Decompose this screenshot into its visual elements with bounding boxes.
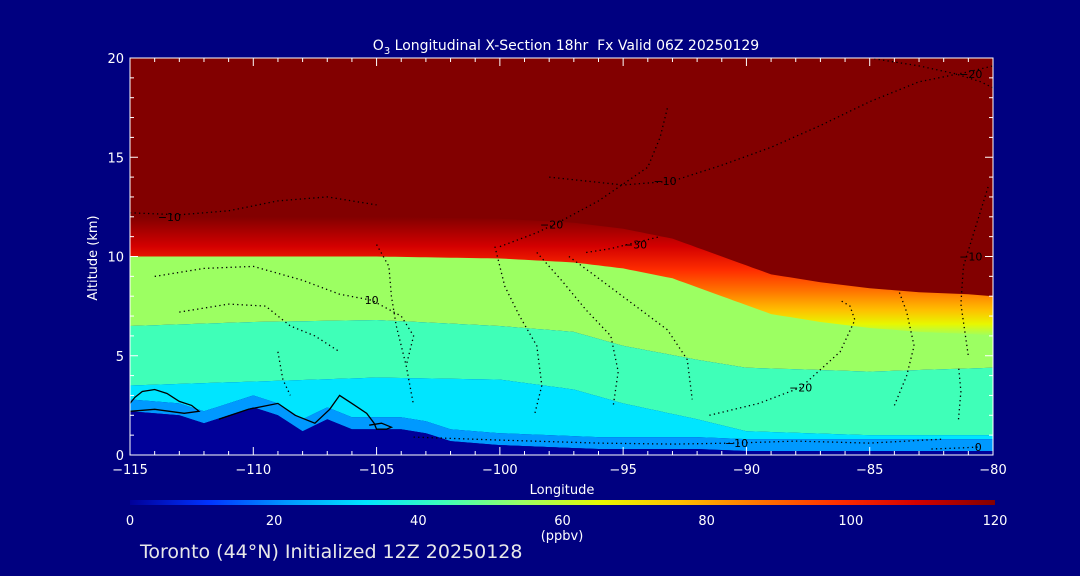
stratosphere-fill: [130, 58, 993, 305]
colorbar-tick-label: 20: [266, 514, 283, 529]
colorbar-unit-label: (ppbv): [541, 529, 584, 544]
solid-contour-line: [130, 388, 201, 414]
title-species-base: O: [373, 38, 384, 54]
title-text: Longitudinal X-Section 18hr Fx Valid 06Z…: [390, 38, 759, 54]
contour-line: [499, 107, 669, 248]
x-axis: −115 −110 −105 −100 −95 −90 −85 −80: [112, 58, 1007, 478]
contour-lines: [130, 58, 993, 450]
title-species-subscript: 3: [384, 46, 390, 57]
mid-layer-fill: [130, 320, 993, 436]
contour-line: [179, 303, 340, 353]
contour-line: [277, 351, 291, 396]
contour-label: −10: [725, 437, 748, 450]
contour-label: −10: [158, 211, 181, 224]
x-tick-label: −100: [482, 463, 518, 478]
contour-label: −10: [653, 175, 676, 188]
y-tick-label: 0: [116, 449, 124, 464]
colorbar-tick-label: 60: [554, 514, 571, 529]
colorbar-tick-label: 100: [838, 514, 863, 529]
colorbar-tick-label: 120: [983, 514, 1008, 529]
colorbar-ticks: 0 20 40 60 80 100 120: [126, 514, 1008, 529]
contour-line: [869, 58, 993, 89]
contour-line: [494, 246, 543, 416]
contour-line: [957, 365, 962, 420]
lower-layer-fill: [130, 377, 993, 440]
y-tick-label: 10: [107, 251, 124, 266]
contour-label: −10: [959, 251, 982, 264]
y-tick-label: 20: [107, 52, 124, 67]
tropopause-transition-fill: [130, 216, 993, 336]
y-tick-label: 15: [107, 151, 124, 166]
x-tick-label: −115: [112, 463, 148, 478]
contour-label: −20: [959, 68, 982, 81]
y-axis: 0 5 10 15 20: [107, 52, 993, 464]
colorbar-tick-label: 80: [698, 514, 715, 529]
contour-line: [549, 65, 993, 186]
solid-contour-line: [218, 394, 394, 430]
near-surface-fill: [130, 395, 993, 451]
x-axis-label: Longitude: [530, 483, 595, 498]
contour-line: [960, 186, 989, 356]
contour-label: −20: [540, 219, 563, 232]
contour-label: −30: [624, 239, 647, 252]
contour-line: [893, 291, 915, 406]
colorbar-tick-label: 0: [126, 514, 134, 529]
free-troposphere-fill: [130, 224, 993, 372]
contour-label: −20: [789, 382, 812, 395]
contour-label: 10: [365, 294, 379, 307]
footer-caption: Toronto (44°N) Initialized 12Z 20250128: [140, 541, 523, 563]
x-tick-label: −90: [733, 463, 760, 478]
colorbar-tick-label: 40: [410, 514, 427, 529]
contour-labels: −10 −20 −30 −10 −20 −10 10 −20 −10 0: [158, 68, 983, 454]
chart-title: O3 Longitudinal X-Section 18hr Fx Valid …: [373, 38, 759, 57]
terrain-fill: [130, 407, 993, 455]
colorbar-strip: [130, 500, 995, 505]
concentration-fill-layers: [130, 58, 993, 455]
y-axis-label: Altitude (km): [86, 215, 101, 300]
contour-line: [130, 196, 377, 216]
x-tick-label: −110: [235, 463, 271, 478]
contour-line: [709, 299, 856, 416]
x-tick-label: −95: [609, 463, 636, 478]
x-tick-label: −80: [979, 463, 1006, 478]
contour-line: [536, 252, 619, 406]
plot-area: −10 −20 −30 −10 −20 −10 10 −20 −10 0: [130, 58, 993, 455]
contour-label: 0: [975, 441, 982, 454]
y-tick-label: 5: [116, 350, 124, 365]
x-tick-label: −85: [856, 463, 883, 478]
contour-line: [154, 265, 415, 366]
x-tick-label: −105: [359, 463, 395, 478]
colorbar: 0 20 40 60 80 100 120 (ppbv): [126, 500, 1008, 544]
